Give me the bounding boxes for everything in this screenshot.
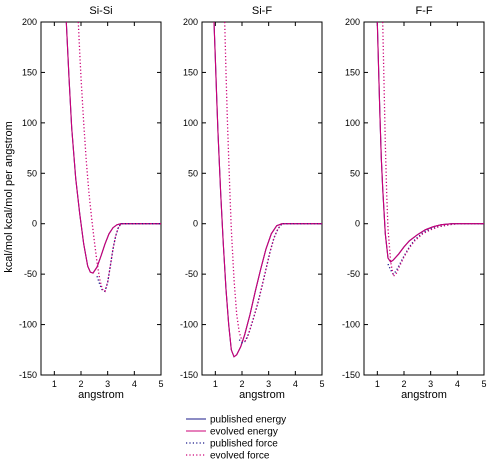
y-tick-label: 150 <box>22 67 37 77</box>
y-tick-label: 200 <box>183 17 198 27</box>
series-group <box>65 22 161 293</box>
plot-frame <box>201 21 323 376</box>
y-tick-label: 50 <box>27 168 37 178</box>
plot-panels: Si-Si1 2 3 4 5-150-100-50050100150200angstro… <box>19 5 487 401</box>
series-line-evolved-energy <box>65 22 161 274</box>
x-axis-label: angstrom <box>239 389 285 401</box>
legend-label: published energy <box>210 415 286 426</box>
series-line-evolved-force <box>382 22 484 278</box>
x-tick-label: 5 <box>481 379 486 389</box>
x-tick-label: 2 <box>401 379 406 389</box>
y-tick-label: -50 <box>185 269 198 279</box>
series-line-published-energy <box>376 22 484 263</box>
x-tick-label: 4 <box>293 379 298 389</box>
legend-label: published force <box>210 439 278 450</box>
x-tick-label: 2 <box>239 379 244 389</box>
series-line-evolved-force <box>77 22 161 293</box>
series-line-evolved-energy <box>376 22 484 263</box>
panel-si-f: Si-F 1 2 3 4 5 -150 -100 -50 0 50 100 150 200 angstrom <box>180 5 325 401</box>
x-axis-label: angstrom <box>401 389 447 401</box>
x-tick-label: 1 <box>375 379 380 389</box>
series-group <box>376 22 484 278</box>
y-tick-label: 100 <box>183 118 198 128</box>
panel-title: Si-Si <box>89 5 112 17</box>
series-group <box>213 22 322 358</box>
series-line-evolved-energy <box>213 22 322 358</box>
y-tick-label: 150 <box>345 67 360 77</box>
y-tick-label: -100 <box>180 320 198 330</box>
plot-frame <box>363 21 485 376</box>
panel-f-f: F-F 1 2 3 4 5 -150 -100 -50 0 50 100 150 200 angstrom <box>342 5 487 401</box>
plot-frame <box>40 21 162 376</box>
y-tick-label: 100 <box>345 118 360 128</box>
series-line-published-force <box>96 223 161 293</box>
y-tick-label: 100 <box>22 118 37 128</box>
y-tick-label: -150 <box>180 370 198 380</box>
x-tick-label: 3 <box>266 379 271 389</box>
y-tick-label: 50 <box>188 168 198 178</box>
x-tick-label: 2 <box>78 379 83 389</box>
y-tick-label: -100 <box>342 320 360 330</box>
y-tick-label: 200 <box>345 17 360 27</box>
series-line-evolved-force <box>224 22 322 343</box>
x-tick-label: 3 <box>428 379 433 389</box>
y-tick-label: -150 <box>342 370 360 380</box>
y-tick-label: 0 <box>193 219 198 229</box>
x-axis-label: angstrom <box>78 389 124 401</box>
panel-title: Si-F <box>252 5 272 17</box>
x-tick-label: 4 <box>132 379 137 389</box>
x-tick-label: 3 <box>105 379 110 389</box>
x-tick-label: 5 <box>158 379 163 389</box>
y-tick-label: 150 <box>183 67 198 77</box>
legend-label: evolved energy <box>210 427 278 438</box>
y-tick-label: 0 <box>32 219 37 229</box>
legend-label: evolved force <box>210 451 270 461</box>
x-tick-label: 1 <box>52 379 57 389</box>
y-tick-label: -50 <box>24 269 37 279</box>
y-axis-label: kcal/mol kcal/mol per angstrom <box>3 121 15 273</box>
x-tick-label: 5 <box>319 379 324 389</box>
panel-si-si: Si-Si 1 2 3 4 5 -150 -100 -50 0 50 100 150 200 angstro… <box>19 5 164 401</box>
y-tick-label: 50 <box>350 168 360 178</box>
x-tick-label: 1 <box>213 379 218 389</box>
panel-title: F-F <box>415 5 432 17</box>
y-tick-label: 200 <box>22 17 37 27</box>
x-tick-label: 4 <box>455 379 460 389</box>
y-tick-label: -100 <box>19 320 37 330</box>
y-tick-label: 0 <box>355 219 360 229</box>
y-tick-label: -150 <box>19 370 37 380</box>
y-tick-label: -50 <box>347 269 360 279</box>
